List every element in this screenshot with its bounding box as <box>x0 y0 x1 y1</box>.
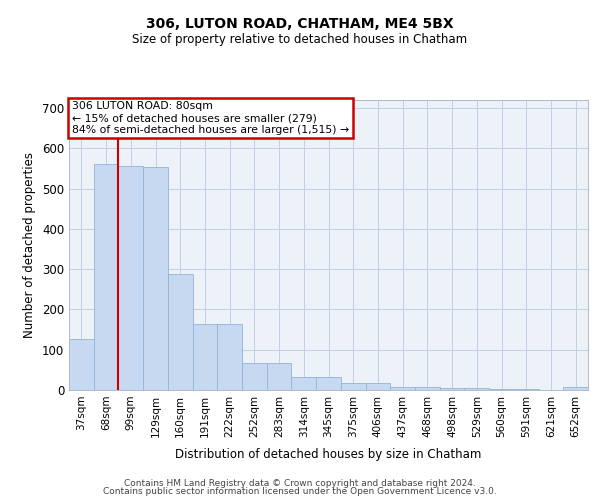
Bar <box>94 164 118 390</box>
Bar <box>217 324 242 390</box>
Bar <box>242 362 267 390</box>
Text: Contains HM Land Registry data © Crown copyright and database right 2024.: Contains HM Land Registry data © Crown c… <box>124 478 476 488</box>
Bar <box>514 389 539 390</box>
Bar <box>464 388 489 390</box>
Bar <box>390 387 415 390</box>
Bar <box>69 339 94 390</box>
Bar <box>341 383 365 390</box>
Bar <box>440 388 464 390</box>
Bar <box>415 387 440 390</box>
X-axis label: Distribution of detached houses by size in Chatham: Distribution of detached houses by size … <box>175 448 482 461</box>
Bar <box>563 387 588 390</box>
Bar <box>267 362 292 390</box>
Text: Contains public sector information licensed under the Open Government Licence v3: Contains public sector information licen… <box>103 487 497 496</box>
Y-axis label: Number of detached properties: Number of detached properties <box>23 152 37 338</box>
Bar <box>118 166 143 390</box>
Bar <box>292 377 316 390</box>
Bar <box>489 389 514 390</box>
Text: 306, LUTON ROAD, CHATHAM, ME4 5BX: 306, LUTON ROAD, CHATHAM, ME4 5BX <box>146 18 454 32</box>
Bar <box>193 324 217 390</box>
Bar <box>143 168 168 390</box>
Bar <box>365 383 390 390</box>
Bar <box>168 274 193 390</box>
Bar <box>316 377 341 390</box>
Text: 306 LUTON ROAD: 80sqm
← 15% of detached houses are smaller (279)
84% of semi-det: 306 LUTON ROAD: 80sqm ← 15% of detached … <box>71 102 349 134</box>
Text: Size of property relative to detached houses in Chatham: Size of property relative to detached ho… <box>133 32 467 46</box>
